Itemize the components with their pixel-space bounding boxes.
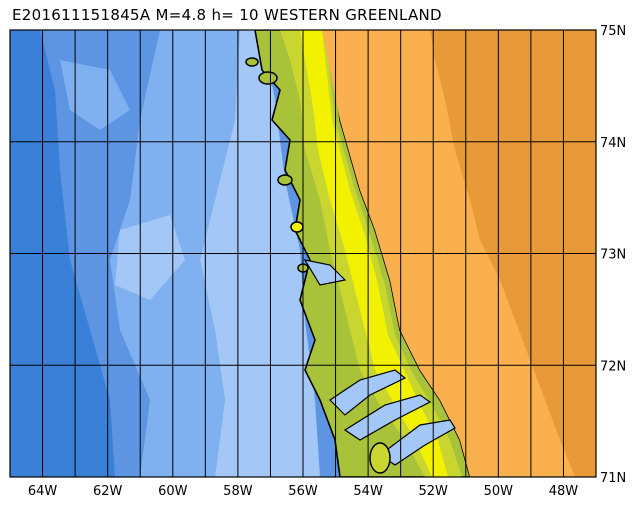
longitude-tick-label: 60W bbox=[158, 484, 188, 499]
island bbox=[277, 174, 293, 186]
graticule bbox=[10, 30, 596, 477]
longitude-tick-label: 56W bbox=[288, 484, 318, 499]
longitude-tick-label: 62W bbox=[93, 484, 123, 499]
longitude-labels: 64W 62W 60W 58W 56W 54W 52W 50W 48W bbox=[28, 484, 578, 499]
fjord bbox=[343, 394, 432, 441]
terrain-layer bbox=[10, 30, 596, 477]
map-title: E201611151845A M=4.8 h= 10 WESTERN GREEN… bbox=[12, 6, 442, 24]
latitude-tick-label: 72N bbox=[600, 359, 626, 374]
shelf-pocket bbox=[60, 60, 130, 130]
latitude-labels: 75N 74N 73N 72N 71N bbox=[600, 24, 626, 486]
island bbox=[290, 221, 304, 233]
longitude-tick-label: 52W bbox=[419, 484, 449, 499]
longitude-tick-label: 54W bbox=[353, 484, 383, 499]
latitude-tick-label: 73N bbox=[600, 248, 626, 263]
longitude-tick-label: 64W bbox=[28, 484, 58, 499]
island bbox=[245, 57, 259, 67]
latitude-tick-label: 75N bbox=[600, 24, 626, 39]
fjord bbox=[329, 369, 407, 416]
longitude-tick-label: 48W bbox=[549, 484, 579, 499]
longitude-tick-label: 50W bbox=[484, 484, 514, 499]
fjord bbox=[378, 419, 456, 466]
island bbox=[369, 442, 391, 474]
latitude-tick-label: 71N bbox=[600, 471, 626, 486]
latitude-tick-label: 74N bbox=[600, 136, 626, 151]
island bbox=[258, 71, 278, 85]
longitude-tick-label: 58W bbox=[223, 484, 253, 499]
shelf-pocket bbox=[115, 215, 185, 300]
map-frame bbox=[9, 29, 597, 478]
fjord bbox=[303, 259, 347, 286]
